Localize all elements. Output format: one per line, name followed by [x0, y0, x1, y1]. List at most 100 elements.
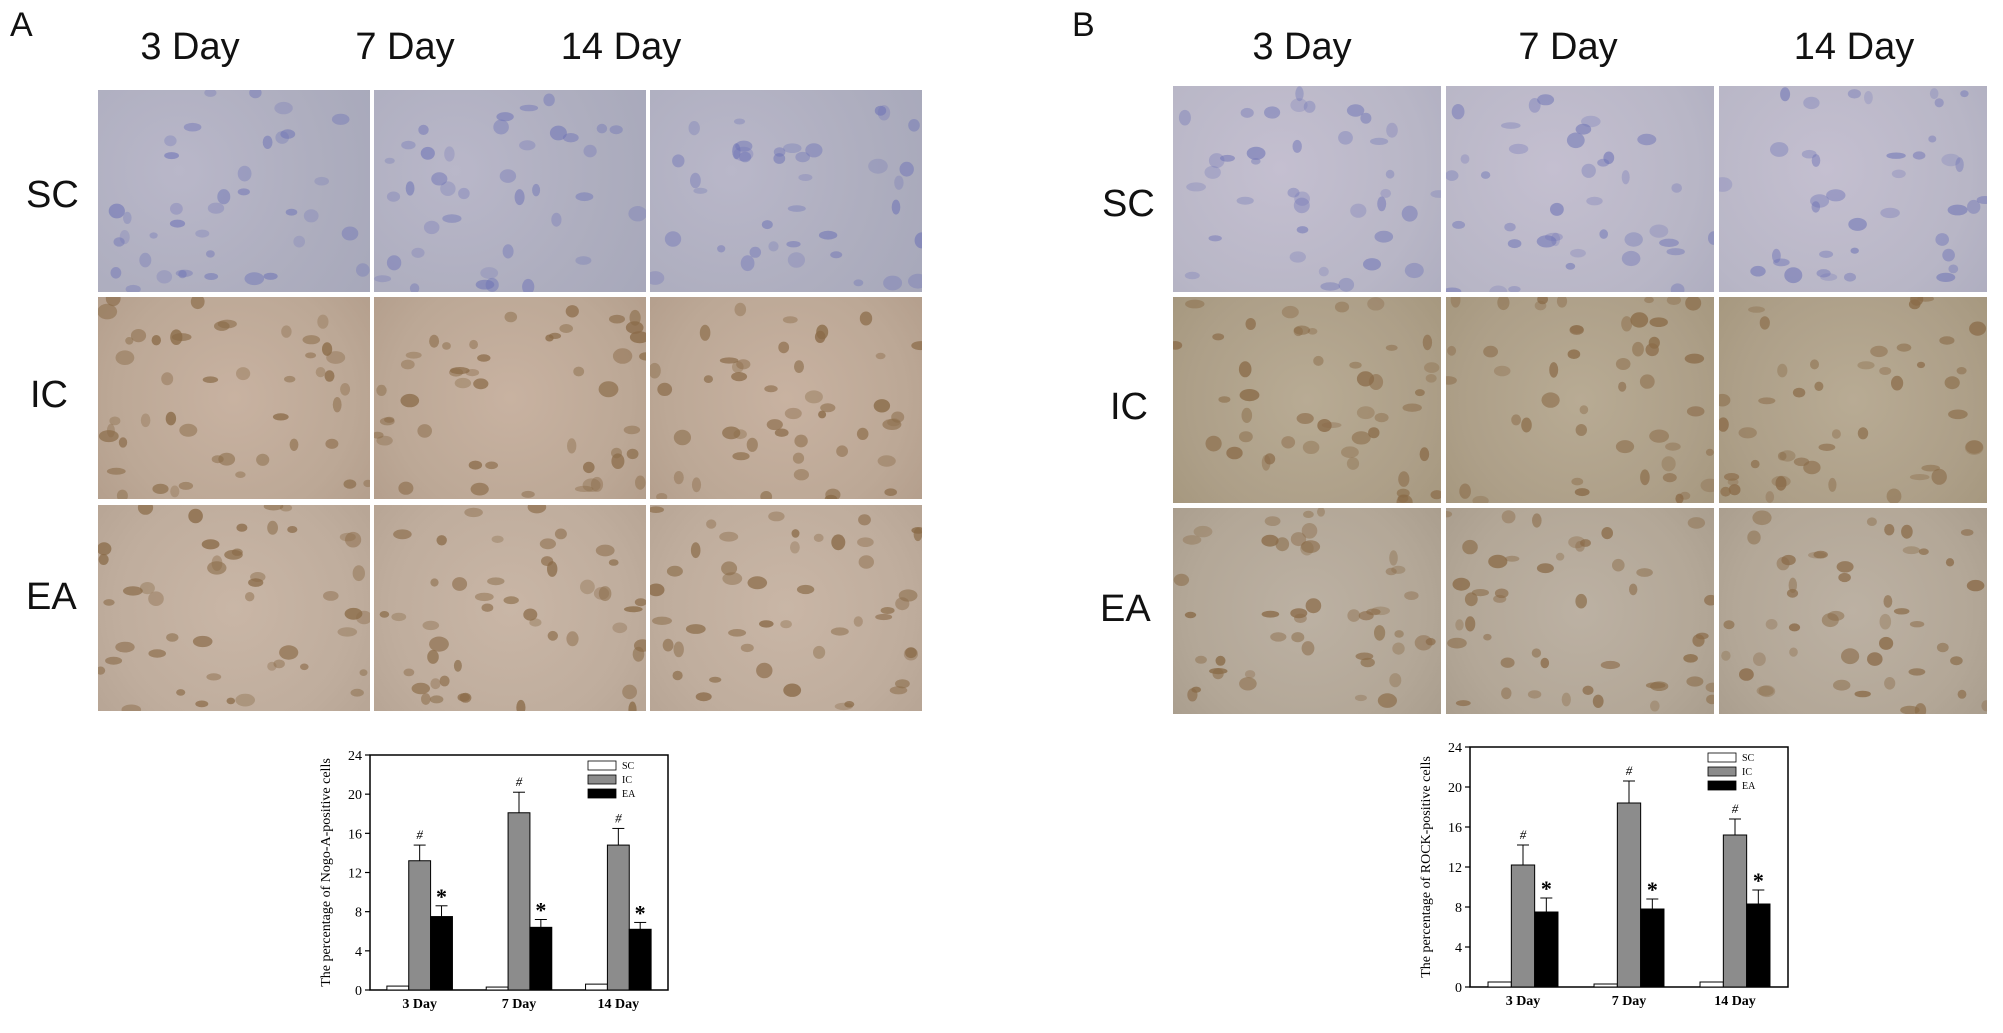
legend-swatch-ea [1707, 780, 1737, 791]
panel-letter: A [10, 6, 33, 44]
significance-marker: # [516, 774, 523, 789]
micrograph-ea-7-day [1446, 508, 1714, 714]
bar-ic [1510, 864, 1536, 988]
x-tick-label: 3 Day [1506, 994, 1541, 1009]
legend-label: SC [622, 761, 635, 772]
column-header-14-day: 14 Day [560, 26, 682, 68]
micrograph-ea-3-day [98, 505, 370, 711]
row-label-sc: SC [1102, 183, 1155, 225]
legend-swatch-sc [587, 760, 617, 771]
bar-ea [1640, 908, 1665, 988]
micrograph-ea-14-day [1719, 508, 1987, 714]
y-tick-label: 24 [348, 749, 362, 764]
bar-ea [430, 916, 453, 991]
y-axis-label: The percentage of ROCK-positive cells [1419, 756, 1434, 978]
micrograph-sc-7-day [374, 90, 646, 292]
legend-swatch-ic [1707, 766, 1737, 777]
x-tick-label: 14 Day [598, 997, 640, 1012]
y-tick-label: 8 [355, 906, 362, 921]
micrograph-ic-14-day [650, 297, 922, 499]
legend-label: IC [1742, 767, 1752, 778]
legend-swatch-sc [1707, 752, 1737, 763]
column-header-14-day: 14 Day [1793, 26, 1915, 68]
row-label-sc: SC [26, 174, 79, 216]
bar-ea [1534, 911, 1559, 988]
bar-sc [485, 986, 509, 991]
bar-ic [1722, 834, 1748, 988]
bar-chart-rock: 0 4 8 12 16 20 24 The percentage of ROCK-positi… [1419, 741, 1789, 1009]
y-tick-label: 20 [348, 788, 362, 803]
significance-marker: * [1647, 877, 1658, 902]
y-tick-label: 16 [348, 827, 362, 842]
column-header-7-day: 7 Day [355, 26, 455, 68]
y-tick-label: 24 [1448, 741, 1462, 756]
micrograph-ic-3-day [98, 297, 370, 499]
micrograph-ic-7-day [374, 297, 646, 499]
column-header-7-day: 7 Day [1518, 26, 1618, 68]
row-label-ic: IC [30, 374, 68, 416]
bar-ic [408, 860, 432, 991]
bar-ic [507, 812, 531, 991]
significance-marker: # [1626, 763, 1633, 778]
bar-chart-nogo-a: 0 4 8 12 16 20 24 The percentage of Nogo-A-posi… [319, 749, 669, 1012]
legend-swatch-ic [587, 774, 617, 785]
y-tick-label: 0 [1455, 981, 1462, 996]
micrograph-sc-3-day [98, 90, 370, 292]
micrograph-sc-14-day [1719, 86, 1987, 292]
column-header-3-day: 3 Day [1252, 26, 1352, 68]
y-tick-label: 20 [1448, 781, 1462, 796]
bar-ea [529, 926, 553, 991]
micrograph-ea-14-day [650, 505, 922, 711]
significance-marker: # [416, 827, 423, 842]
bar-ea [1746, 903, 1771, 988]
bar-ic [606, 844, 630, 991]
row-label-ic: IC [1110, 386, 1148, 428]
micrograph-sc-7-day [1446, 86, 1714, 292]
column-header-3-day: 3 Day [140, 26, 240, 68]
y-tick-label: 4 [1455, 941, 1462, 956]
significance-marker: * [1753, 868, 1764, 893]
x-tick-label: 14 Day [1714, 994, 1756, 1009]
significance-marker: * [635, 900, 646, 925]
y-tick-label: 12 [1448, 861, 1462, 876]
bar-ic [1616, 802, 1642, 988]
micrograph-ic-14-day [1719, 297, 1987, 503]
legend-label: EA [1742, 781, 1756, 792]
significance-marker: # [1520, 827, 1527, 842]
legend-swatch-ea [587, 788, 617, 799]
micrograph-ea-7-day [374, 505, 646, 711]
significance-marker: * [535, 898, 546, 923]
significance-marker: * [436, 884, 447, 909]
bar-sc [1699, 981, 1724, 988]
micrograph-ea-3-day [1173, 508, 1441, 714]
bar-ea [628, 928, 652, 991]
y-tick-label: 12 [348, 867, 362, 882]
bar-sc [1487, 981, 1512, 988]
significance-marker: * [1541, 876, 1552, 901]
micrograph-sc-3-day [1173, 86, 1441, 292]
micrograph-sc-14-day [650, 90, 922, 292]
legend-label: EA [622, 789, 636, 800]
bar-sc [386, 985, 410, 991]
row-label-ea: EA [26, 576, 77, 618]
x-tick-label: 3 Day [402, 997, 437, 1012]
bar-sc [1593, 983, 1618, 988]
y-axis-label: The percentage of Nogo-A-positive cells [319, 758, 334, 987]
legend-label: IC [622, 775, 632, 786]
x-tick-label: 7 Day [1612, 994, 1647, 1009]
panel-a: A 3 Day 7 Day 14 Day SC IC EA 0 4 8 12 16 20 2… [0, 0, 1000, 1033]
significance-marker: # [615, 810, 622, 825]
y-tick-label: 8 [1455, 901, 1462, 916]
panel-b: B 3 Day 7 Day 14 Day SC IC EA 0 4 8 12 16 20 2… [1000, 0, 2003, 1033]
x-tick-label: 7 Day [502, 997, 537, 1012]
panel-letter: B [1072, 6, 1095, 44]
legend-label: SC [1742, 753, 1755, 764]
row-label-ea: EA [1100, 588, 1151, 630]
y-tick-label: 16 [1448, 821, 1462, 836]
y-tick-label: 4 [355, 945, 362, 960]
micrograph-ic-7-day [1446, 297, 1714, 503]
micrograph-ic-3-day [1173, 297, 1441, 503]
significance-marker: # [1732, 801, 1739, 816]
bar-sc [585, 983, 608, 991]
y-tick-label: 0 [355, 984, 362, 999]
